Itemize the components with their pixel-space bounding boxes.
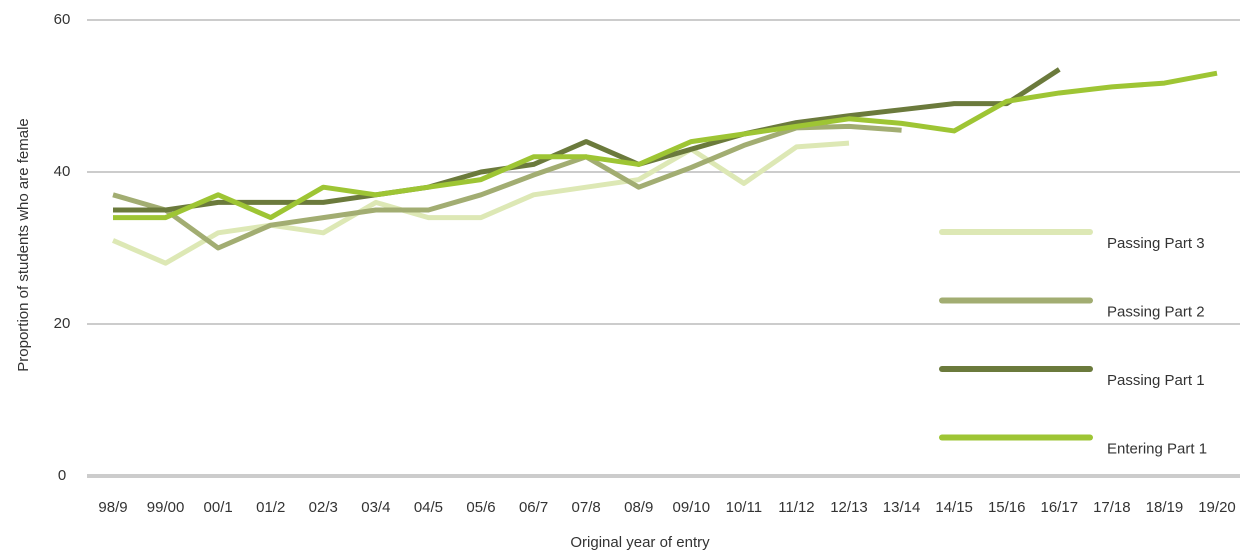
x-tick-label: 12/13	[830, 499, 868, 516]
x-tick-label: 07/8	[572, 499, 601, 516]
y-tick-label: 60	[54, 11, 71, 28]
y-tick-label: 20	[54, 315, 71, 332]
series-line	[113, 67, 1061, 213]
legend-label: Passing Part 2	[1107, 303, 1205, 320]
x-tick-label: 05/6	[466, 499, 495, 516]
x-tick-label: 19/20	[1198, 499, 1236, 516]
series-line	[112, 140, 850, 266]
x-tick-label: 13/14	[883, 499, 921, 516]
x-tick-label: 99/00	[147, 499, 185, 516]
x-tick-label: 04/5	[414, 499, 443, 516]
legend-label: Passing Part 3	[1107, 235, 1205, 252]
x-tick-label: 01/2	[256, 499, 285, 516]
y-tick-label: 0	[58, 467, 66, 484]
y-axis-label: Proportion of students who are female	[15, 118, 32, 371]
x-tick-label: 15/16	[988, 499, 1026, 516]
x-tick-label: 02/3	[309, 499, 338, 516]
x-tick-label: 16/17	[1041, 499, 1079, 516]
x-tick-label: 11/12	[778, 499, 814, 516]
x-tick-label: 17/18	[1093, 499, 1131, 516]
legend-label: Passing Part 1	[1107, 372, 1205, 389]
x-axis-label: Original year of entry	[570, 534, 710, 551]
x-tick-label: 98/9	[98, 499, 127, 516]
x-tick-label: 06/7	[519, 499, 548, 516]
x-tick-label: 14/15	[935, 499, 973, 516]
series-line	[112, 123, 902, 251]
y-tick-label: 40	[54, 163, 71, 180]
x-tick-label: 08/9	[624, 499, 653, 516]
legend-label: Entering Part 1	[1107, 440, 1207, 457]
series-line	[113, 70, 1218, 221]
x-tick-label: 09/10	[673, 499, 711, 516]
x-tick-label: 00/1	[204, 499, 233, 516]
x-tick-label: 10/11	[726, 499, 762, 516]
x-tick-label: 03/4	[361, 499, 390, 516]
x-tick-label: 18/19	[1146, 499, 1184, 516]
